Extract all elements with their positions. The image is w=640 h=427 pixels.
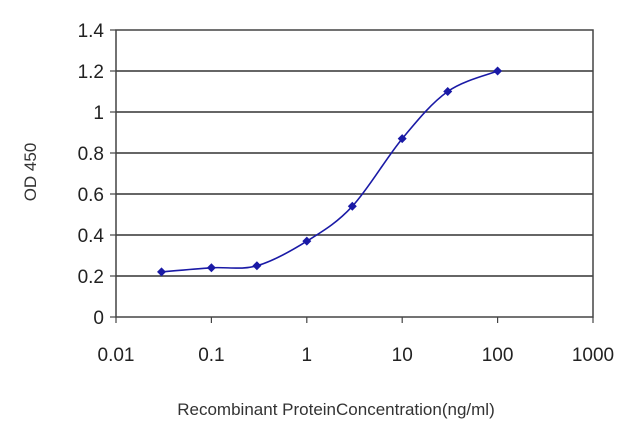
data-point <box>206 263 216 273</box>
plot-area-frame <box>115 29 594 318</box>
data-point <box>347 201 357 211</box>
y-axis-ticks: 0 0.2 0.4 0.6 0.8 1 1.2 1.4 <box>78 21 116 329</box>
x-tick-label: 0.01 <box>98 345 135 366</box>
y-tick-label: 1 <box>93 103 104 124</box>
data-point <box>397 134 407 144</box>
x-tick-label: 1 <box>302 345 313 366</box>
data-point <box>443 87 453 96</box>
x-tick-label: 10 <box>392 345 413 366</box>
series-line <box>161 70 498 273</box>
y-tick-label: 0 <box>93 308 104 329</box>
x-tick-label: 0.1 <box>198 345 224 366</box>
data-point <box>157 267 167 277</box>
y-tick-label: 1.4 <box>78 21 105 42</box>
data-point <box>252 261 262 271</box>
y-tick-label: 0.8 <box>78 144 104 165</box>
data-point <box>302 236 312 246</box>
series-layer <box>157 66 503 277</box>
x-tick-label: 1000 <box>572 345 614 366</box>
gridlines <box>116 70 593 277</box>
y-tick-label: 0.6 <box>78 185 104 206</box>
x-axis-ticks: 0.01 0.1 1 10 100 1000 <box>98 317 614 366</box>
y-axis-label: OD 450 <box>21 143 40 202</box>
x-axis-label: Recombinant ProteinConcentration(ng/ml) <box>177 400 495 419</box>
x-tick-label: 100 <box>482 345 514 366</box>
y-tick-label: 0.2 <box>78 267 104 288</box>
y-tick-label: 0.4 <box>78 226 105 247</box>
y-tick-label: 1.2 <box>78 62 104 83</box>
data-point <box>493 66 503 76</box>
